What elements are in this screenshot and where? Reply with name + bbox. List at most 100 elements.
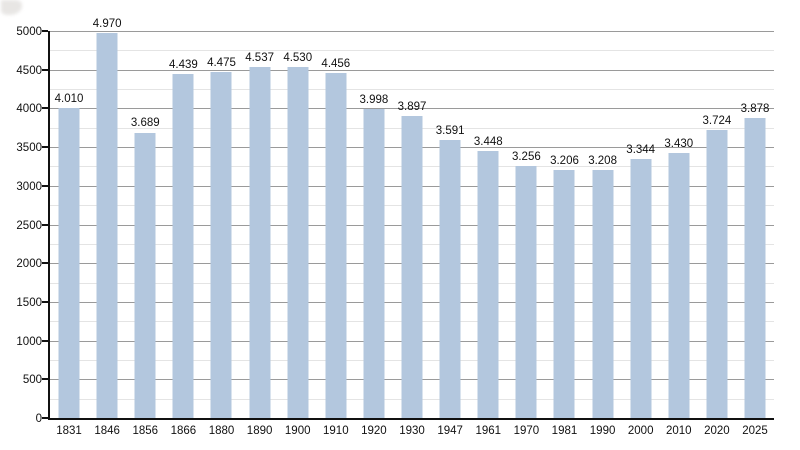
bar-value-label: 3.724 (702, 114, 732, 127)
y-tick-mark (42, 262, 48, 265)
y-tick-label: 5000 (16, 26, 42, 38)
bar-value-label: 3.344 (626, 144, 656, 157)
x-axis-label: 1970 (513, 425, 540, 437)
x-axis-label: 1920 (361, 425, 387, 437)
corner-artifact (1, 0, 22, 15)
x-axis-label: 1900 (284, 425, 311, 437)
bar-1900 (287, 67, 309, 418)
bar-1920 (363, 108, 385, 418)
x-axis-label: 2000 (627, 425, 654, 437)
y-axis-ticks (0, 30, 48, 420)
bar-1890 (249, 66, 271, 418)
bar-slot: 4.537 1890 (241, 31, 279, 437)
y-tick-label: 1000 (16, 335, 42, 348)
bar-slot: 3.724 2020 (698, 31, 736, 437)
x-axis-label: 1961 (475, 425, 502, 437)
bar-value-label: 3.430 (664, 137, 694, 150)
bar-slot: 3.208 1990 (584, 31, 622, 437)
y-tick-label: 1500 (16, 296, 42, 309)
bar-slot: 4.970 1846 (88, 18, 126, 437)
bar-slot: 4.010 1831 (50, 31, 88, 437)
y-tick-label: 3500 (16, 142, 42, 155)
y-tick-mark (42, 417, 48, 419)
bar-1831 (58, 107, 80, 418)
y-tick-label: 3000 (16, 180, 42, 193)
x-axis-label: 1866 (170, 425, 197, 437)
bar-slot: 4.439 1866 (164, 31, 202, 437)
x-axis-label: 2010 (666, 425, 692, 437)
bar-1981 (553, 169, 575, 418)
bar-slot: 3.878 2025 (736, 31, 774, 437)
bar-slot: 3.998 1920 (355, 31, 393, 437)
bar-value-label: 3.591 (435, 125, 465, 138)
bar-2020 (706, 129, 728, 418)
x-axis-label: 1981 (551, 425, 578, 437)
x-axis-label: 1947 (437, 425, 463, 437)
bar-value-label: 4.456 (321, 58, 351, 71)
plot-area: 4.010 1831 4.970 1846 3.689 1856 4.439 1866 4.47… (48, 18, 774, 437)
y-tick-label: 4000 (16, 103, 42, 116)
x-axis-label: 1910 (323, 425, 349, 437)
gridline-minor (50, 50, 774, 52)
bar-value-label: 4.475 (207, 56, 236, 69)
bar-2000 (630, 159, 652, 418)
bar-slot: 3.430 2010 (660, 31, 698, 437)
x-axis-label: 2025 (742, 425, 768, 437)
bar-slot: 3.448 1961 (469, 31, 507, 437)
y-tick-label: 0 (35, 413, 42, 425)
bar-1880 (210, 71, 232, 418)
y-tick-mark (42, 378, 48, 381)
y-tick-label: 2000 (16, 258, 42, 271)
bar-2010 (668, 152, 690, 418)
bar-slot: 3.591 1947 (431, 31, 469, 437)
bar-1856 (134, 132, 156, 418)
bar-value-label: 3.689 (130, 117, 160, 130)
bar-1947 (439, 140, 461, 418)
x-axis-label: 1880 (208, 425, 235, 437)
bars-layer: 4.010 1831 4.970 1846 3.689 1856 4.439 1866 4.47… (50, 18, 774, 437)
bar-value-label: 3.208 (588, 154, 617, 167)
bar-value-label: 3.448 (473, 136, 503, 149)
bar-slot: 3.206 1981 (545, 31, 583, 437)
y-tick-label: 500 (22, 374, 42, 387)
bar-2025 (744, 117, 766, 418)
bar-slot: 3.897 1930 (393, 31, 431, 437)
bar-slot: 3.689 1856 (126, 31, 164, 437)
x-axis-label: 1990 (589, 425, 616, 437)
y-tick-mark (42, 107, 48, 110)
y-axis-labels: 0 500 1000 1500 2000 2500 3000 3500 4000 4500 5000 (0, 26, 42, 425)
bar-1846 (96, 33, 118, 418)
bar-1970 (515, 166, 537, 418)
y-tick-mark (42, 146, 48, 149)
gridline-major (50, 31, 774, 32)
bar-value-label: 4.970 (92, 18, 122, 31)
y-tick-mark (42, 339, 48, 342)
bar-value-label: 3.998 (359, 93, 389, 106)
x-axis-label: 1831 (56, 425, 82, 437)
y-tick-mark (42, 30, 48, 32)
bar-slot: 3.344 2000 (622, 31, 660, 437)
bar-value-label: 3.878 (740, 102, 770, 115)
gridline-major (50, 108, 774, 110)
bar-value-label: 3.897 (397, 101, 427, 114)
y-tick-mark (42, 300, 48, 303)
bar-value-label: 4.439 (168, 59, 198, 72)
bar-slot: 4.530 1900 (279, 31, 317, 437)
bar-value-label: 3.256 (511, 151, 541, 163)
bar-1930 (401, 116, 423, 418)
bar-value-label: 3.206 (550, 154, 579, 167)
y-tick-mark (42, 68, 48, 71)
y-tick-label: 4500 (16, 64, 42, 77)
bar-slot: 3.256 1970 (507, 31, 545, 437)
y-tick-mark (42, 184, 48, 187)
bar-1990 (592, 169, 614, 418)
bar-1866 (172, 74, 194, 418)
gridline-minor (50, 89, 774, 91)
x-axis-label: 2020 (704, 425, 730, 437)
bar-1961 (477, 151, 499, 418)
y-tick-mark (42, 223, 48, 226)
bar-slot: 4.456 1910 (317, 31, 355, 437)
gridline-major (50, 69, 774, 71)
x-axis-label: 1856 (132, 425, 159, 437)
